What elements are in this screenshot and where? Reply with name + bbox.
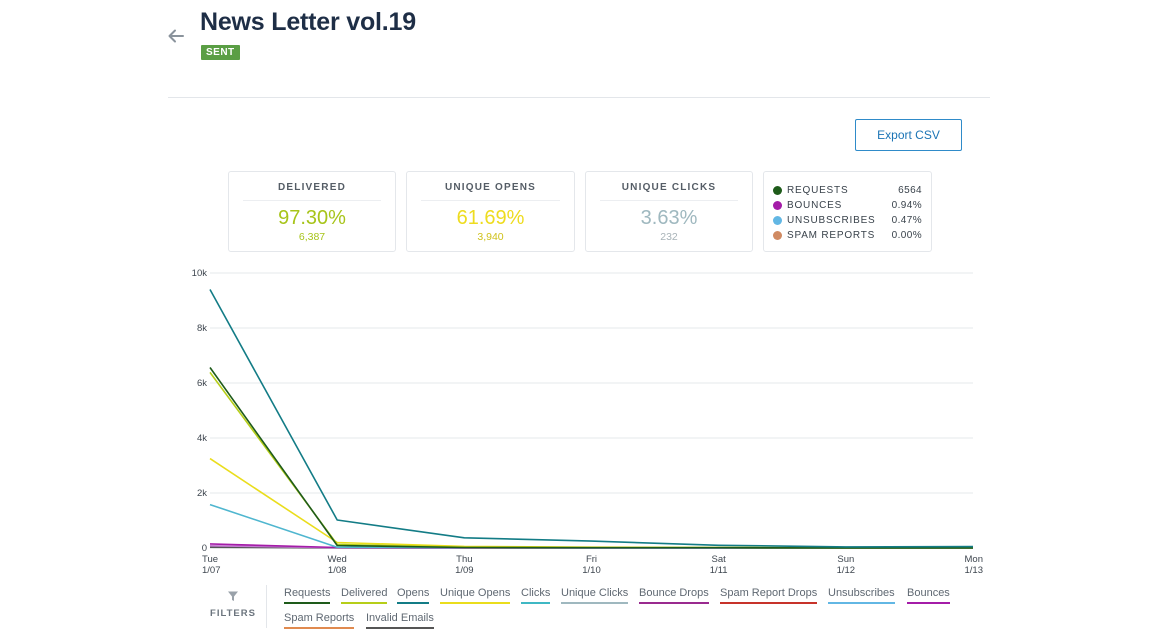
unique-clicks-count: 232 — [660, 231, 678, 243]
y-tick-label: 8k — [197, 323, 207, 334]
x-tick-label: Fri — [586, 554, 597, 565]
y-tick-label: 0 — [202, 543, 207, 554]
x-tick-label: Wed — [327, 554, 346, 565]
requests-dot-icon — [773, 186, 782, 195]
summary-legend: REQUESTS 6564 BOUNCES 0.94% UNSUBSCRIBES… — [763, 171, 932, 252]
header-divider — [168, 97, 990, 98]
y-tick-label: 2k — [197, 488, 207, 499]
filter-unique-opens[interactable]: Unique Opens — [440, 587, 511, 604]
unique-opens-percent: 61.69% — [456, 207, 525, 229]
filter-unique-clicks[interactable]: Unique Clicks — [561, 587, 629, 604]
filter-unsubscribes[interactable]: Unsubscribes — [828, 587, 895, 604]
y-tick-label: 10k — [192, 268, 208, 279]
filter-opens[interactable]: Opens — [397, 587, 430, 604]
delivered-card: DELIVERED 97.30% 6,387 — [228, 171, 396, 252]
series-line-unique-opens — [209, 457, 973, 549]
summary-requests: REQUESTS 6564 — [764, 183, 931, 198]
unique-clicks-percent: 3.63% — [640, 207, 698, 229]
filter-invalid-emails[interactable]: Invalid Emails — [366, 612, 434, 629]
series-line-delivered — [209, 371, 973, 549]
back-arrow-icon[interactable] — [166, 26, 186, 46]
x-tick-label: 1/11 — [710, 565, 728, 576]
x-tick-label: Sat — [712, 554, 727, 565]
unique-opens-label: UNIQUE OPENS — [444, 182, 537, 193]
summary-bounces: BOUNCES 0.94% — [764, 198, 931, 213]
x-tick-label: Thu — [456, 554, 472, 565]
funnel-icon — [228, 591, 238, 601]
bounces-dot-icon — [773, 201, 782, 210]
x-tick-label: 1/08 — [328, 565, 347, 576]
summary-unsubscribes: UNSUBSCRIBES 0.47% — [764, 213, 931, 228]
series-line-requests — [209, 367, 973, 549]
filter-bounces[interactable]: Bounces — [907, 587, 950, 604]
delivered-label: DELIVERED — [277, 182, 347, 193]
x-tick-label: Tue — [202, 554, 218, 565]
y-tick-label: 4k — [197, 433, 207, 444]
x-tick-label: 1/13 — [965, 565, 984, 576]
x-tick-label: Mon — [965, 554, 983, 565]
filters-toggle[interactable]: FILTERS — [207, 590, 259, 619]
filters-separator — [266, 585, 267, 628]
export-csv-button[interactable]: Export CSV — [855, 119, 962, 151]
delivered-percent: 97.30% — [278, 207, 346, 229]
unique-clicks-card: UNIQUE CLICKS 3.63% 232 — [585, 171, 753, 252]
unique-opens-count: 3,940 — [477, 231, 504, 243]
filter-bounce-drops[interactable]: Bounce Drops — [639, 587, 709, 604]
spam-reports-dot-icon — [773, 231, 782, 240]
y-tick-label: 6k — [197, 378, 207, 389]
x-tick-label: 1/07 — [202, 565, 221, 576]
filter-spam-report-drops[interactable]: Spam Report Drops — [720, 587, 818, 604]
series-line-opens — [209, 289, 974, 548]
summary-spam-reports: SPAM REPORTS 0.00% — [764, 228, 931, 243]
x-tick-label: Sun — [837, 554, 854, 565]
x-tick-label: 1/10 — [582, 565, 601, 576]
filters-label: FILTERS — [210, 608, 256, 619]
unsubscribes-dot-icon — [773, 216, 782, 225]
x-tick-label: 1/12 — [837, 565, 856, 576]
filter-delivered[interactable]: Delivered — [341, 587, 388, 604]
x-tick-label: 1/09 — [455, 565, 474, 576]
filter-spam-reports[interactable]: Spam Reports — [284, 612, 355, 629]
delivered-count: 6,387 — [298, 231, 326, 243]
filter-clicks[interactable]: Clicks — [521, 587, 551, 604]
filter-requests[interactable]: Requests — [284, 587, 331, 604]
status-badge: SENT — [201, 45, 240, 60]
page-title: News Letter vol.19 — [200, 8, 416, 36]
unique-opens-card: UNIQUE OPENS 61.69% 3,940 — [406, 171, 575, 252]
unique-clicks-label: UNIQUE CLICKS — [621, 182, 717, 193]
